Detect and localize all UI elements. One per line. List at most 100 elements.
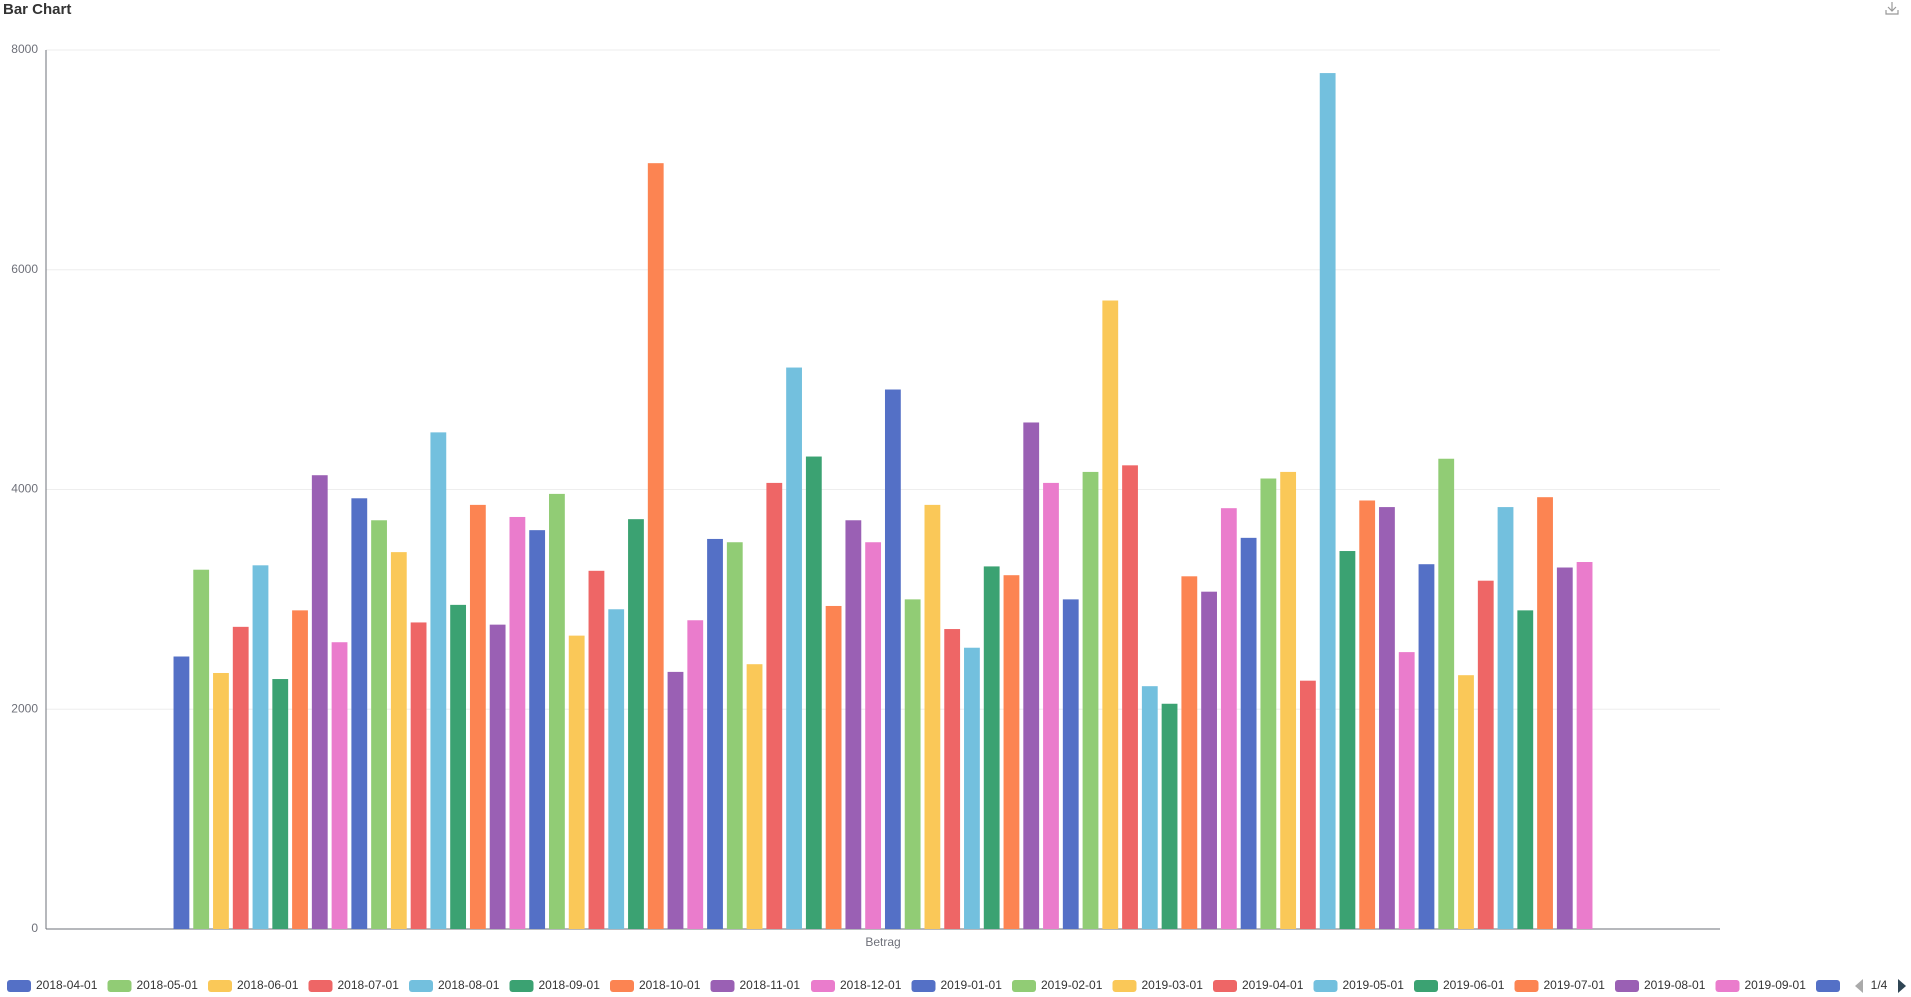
- legend-swatch: [1414, 980, 1438, 992]
- bar: [232, 626, 249, 929]
- bar: [549, 493, 565, 929]
- bar: [489, 624, 506, 929]
- legend-swatch: [811, 980, 835, 992]
- bar: [529, 530, 546, 929]
- bar: [726, 542, 743, 929]
- bar: [1003, 575, 1020, 929]
- legend-swatch: [1615, 980, 1639, 992]
- legend-label[interactable]: 2019-02-01: [1041, 978, 1103, 992]
- bar: [786, 367, 802, 929]
- bar: [746, 664, 763, 929]
- bar: [173, 656, 190, 929]
- legend-label[interactable]: 2019-09-01: [1745, 978, 1807, 992]
- bar: [687, 620, 704, 929]
- bar: [1201, 591, 1217, 929]
- bar: [390, 552, 407, 929]
- legend-swatch: [1012, 980, 1036, 992]
- bar: [667, 671, 684, 929]
- bar: [1220, 508, 1237, 929]
- chart-title: Bar Chart: [3, 1, 71, 18]
- legend-label[interactable]: 2018-06-01: [237, 978, 299, 992]
- bar: [1240, 537, 1257, 929]
- legend-label[interactable]: 2018-08-01: [438, 978, 500, 992]
- legend-prev[interactable]: [1855, 979, 1863, 993]
- bar: [1556, 567, 1573, 929]
- legend-swatch: [911, 980, 936, 992]
- bar: [1537, 497, 1553, 929]
- legend-swatch: [308, 980, 333, 992]
- bar: [1141, 686, 1158, 929]
- bar: [647, 163, 664, 929]
- legend-label[interactable]: 2018-12-01: [840, 978, 902, 992]
- legend-label[interactable]: 2018-07-01: [338, 978, 400, 992]
- bar: [983, 566, 1000, 929]
- bar: [1418, 564, 1435, 929]
- bar: [311, 475, 328, 929]
- legend-next[interactable]: [1898, 979, 1906, 993]
- legend-label[interactable]: 2019-04-01: [1242, 978, 1304, 992]
- legend-label[interactable]: 2019-01-01: [941, 978, 1003, 992]
- legend-swatch: [208, 980, 232, 992]
- bar: [825, 605, 842, 929]
- legend-label[interactable]: 2019-07-01: [1544, 978, 1606, 992]
- y-tick-label: 8000: [11, 42, 38, 56]
- bar: [568, 635, 585, 929]
- legend-label[interactable]: 2018-09-01: [539, 978, 601, 992]
- legend-label[interactable]: 2018-11-01: [740, 978, 801, 992]
- bar: [588, 570, 605, 929]
- bar: [1379, 507, 1395, 929]
- bar: [1359, 500, 1376, 929]
- legend-label[interactable]: 2018-05-01: [137, 978, 199, 992]
- bar: [193, 569, 210, 929]
- bar: [628, 519, 644, 929]
- bar: [1161, 703, 1178, 929]
- legend-swatch: [1715, 980, 1740, 992]
- bar: [1497, 507, 1514, 929]
- bar: [865, 542, 882, 929]
- bar: [331, 642, 348, 929]
- legend-swatch: [1313, 980, 1338, 992]
- bar: [410, 622, 427, 929]
- bar: [1280, 471, 1297, 929]
- legend-label[interactable]: 2019-06-01: [1443, 978, 1505, 992]
- legend-label[interactable]: 2019-08-01: [1644, 978, 1706, 992]
- bar: [964, 647, 980, 929]
- legend-label[interactable]: 2018-04-01: [36, 978, 98, 992]
- legend-swatch: [7, 980, 31, 992]
- download-icon[interactable]: [1885, 2, 1899, 15]
- y-tick-label: 0: [31, 921, 38, 935]
- bar: [1062, 599, 1079, 929]
- y-tick-label: 2000: [11, 701, 38, 715]
- bar: [1102, 300, 1119, 929]
- legend-swatch: [1514, 980, 1539, 992]
- bar: [1438, 458, 1455, 929]
- bar: [469, 504, 486, 929]
- legend-swatch: [610, 980, 634, 992]
- legend-swatch: [1213, 980, 1237, 992]
- bar: [1260, 478, 1277, 929]
- y-tick-label: 4000: [11, 482, 38, 496]
- bar: [1458, 675, 1474, 929]
- bar: [1122, 465, 1138, 929]
- bar: [430, 432, 447, 929]
- download-glyph: [1885, 2, 1899, 15]
- bar: [1398, 652, 1415, 929]
- bar: [509, 516, 526, 929]
- bar: [1517, 610, 1534, 929]
- legend-label[interactable]: 2019-03-01: [1142, 978, 1204, 992]
- y-tick-label: 6000: [11, 262, 38, 276]
- legend-swatch: [107, 980, 132, 992]
- legend-label[interactable]: 2019-05-01: [1343, 978, 1405, 992]
- legend-swatch: [710, 980, 735, 992]
- legend-swatch: [409, 980, 433, 992]
- bar: [707, 538, 723, 929]
- bar: [608, 609, 625, 929]
- bar: [213, 672, 229, 929]
- bar: [904, 599, 921, 929]
- bar: [252, 565, 269, 929]
- bar: [1043, 482, 1059, 929]
- legend-label[interactable]: 2018-10-01: [639, 978, 701, 992]
- bar: [1023, 422, 1040, 929]
- legend-swatch: [1816, 980, 1840, 992]
